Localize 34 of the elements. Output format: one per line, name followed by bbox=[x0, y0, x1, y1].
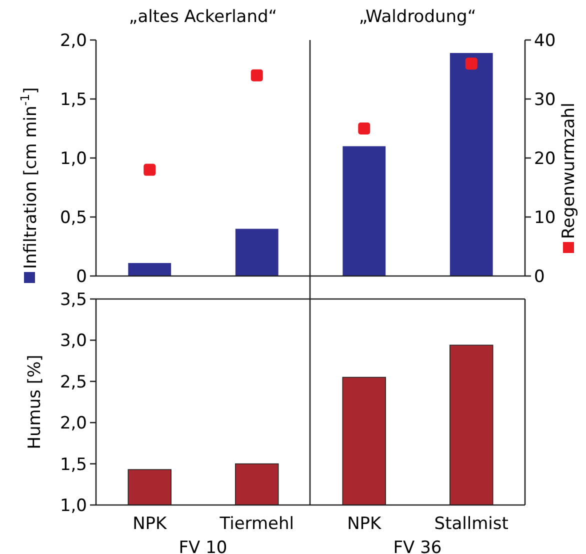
x-tick-label: Stallmist bbox=[434, 514, 509, 534]
point bbox=[465, 58, 478, 70]
text: „Waldrodung“ bbox=[358, 7, 476, 27]
y-tick-label: 1,0 bbox=[60, 148, 87, 169]
bar bbox=[450, 52, 493, 276]
point bbox=[144, 164, 156, 176]
point bbox=[250, 69, 263, 82]
y-tick-label: 0,5 bbox=[60, 208, 87, 228]
y-axis-title: Humus [%] bbox=[25, 354, 45, 450]
y2-axis-title: Regenwurmzahl bbox=[559, 102, 579, 239]
y2-tick-label: 30 bbox=[534, 90, 556, 110]
y-tick-label: 2,0 bbox=[60, 30, 87, 51]
bar bbox=[128, 263, 172, 276]
y2-tick-label: 20 bbox=[534, 148, 556, 169]
x-tick-label: NPK bbox=[347, 514, 382, 534]
y-tick-label: 0 bbox=[76, 266, 87, 287]
bar bbox=[342, 146, 386, 276]
x-tick-label: Tiermehl bbox=[218, 514, 294, 534]
point bbox=[358, 122, 370, 134]
y2-tick-label: 40 bbox=[534, 30, 556, 51]
text: FV 36 bbox=[393, 538, 442, 554]
y-tick-label: 2,5 bbox=[60, 372, 87, 392]
text: „altes Ackerland“ bbox=[128, 7, 278, 27]
text: FV 10 bbox=[178, 538, 228, 554]
bar bbox=[235, 228, 278, 276]
y-tick-label: 1,5 bbox=[60, 90, 87, 110]
y-tick-label: 3,5 bbox=[60, 290, 87, 310]
y-tick-label: 2,0 bbox=[60, 414, 87, 434]
y2-tick-label: 0 bbox=[534, 266, 545, 287]
x-tick-label: NPK bbox=[132, 514, 168, 534]
y-tick-label: 3,0 bbox=[60, 331, 87, 352]
y-tick-label: 1,5 bbox=[60, 454, 87, 475]
y-tick-label: 1,0 bbox=[60, 496, 87, 516]
y2-tick-label: 10 bbox=[534, 208, 556, 228]
